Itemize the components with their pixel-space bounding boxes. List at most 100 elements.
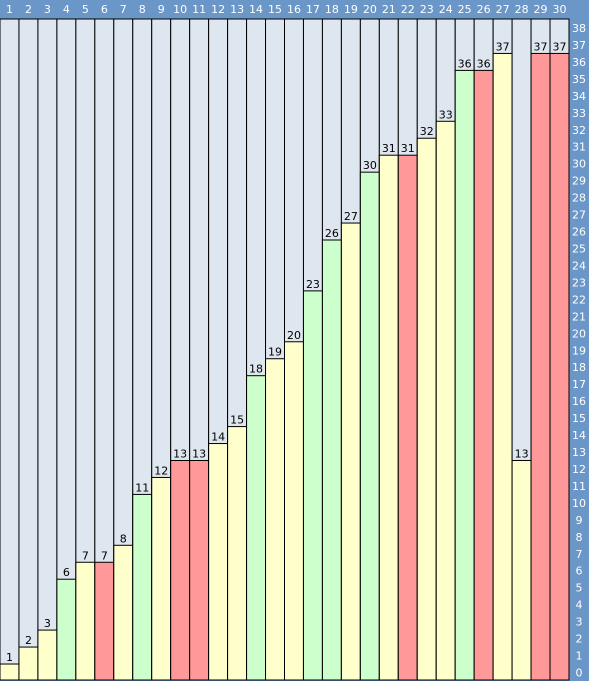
data-label: 26 [325,227,339,240]
y-tick-label: 3 [576,616,583,629]
category-label: 20 [363,3,377,16]
data-label: 30 [363,159,377,172]
data-label: 36 [458,57,472,70]
data-label: 33 [439,108,453,121]
category-label: 14 [249,3,263,16]
bar [454,69,475,681]
y-tick-label: 26 [572,226,586,239]
bar [113,544,134,681]
y-tick-label: 32 [572,124,586,137]
data-label: 20 [287,329,301,342]
data-label: 8 [120,532,127,545]
bar [37,629,58,681]
data-label: 13 [173,447,187,460]
y-tick-label: 24 [572,259,586,272]
y-tick-label: 38 [572,22,586,35]
y-tick-label: 1 [576,650,583,663]
y-tick-label: 37 [572,39,586,52]
data-label: 32 [420,125,434,138]
bar [132,493,153,681]
y-tick-label: 8 [576,531,583,544]
y-tick-label: 23 [572,276,586,289]
category-label: 11 [192,3,206,16]
y-tick-label: 18 [572,361,586,374]
bar [189,459,210,681]
data-label: 7 [101,549,108,562]
column-background [37,18,58,681]
bar [549,52,570,681]
bar [227,426,248,681]
y-tick-label: 22 [572,293,586,306]
bar [340,222,361,681]
category-label: 27 [496,3,510,16]
y-tick-label: 10 [572,497,586,510]
category-label: 16 [287,3,301,16]
category-label: 30 [553,3,567,16]
column-header-row: 1 2 3 4 5 6 7 8 9 10 11 12 13 14 15 16 17 18 19 20 21 22 23 24 2… [6,3,567,16]
y-tick-label: 27 [572,209,586,222]
category-label: 1 [6,3,13,16]
category-label: 17 [306,3,320,16]
bar [416,137,437,681]
bar [435,120,456,681]
bar [321,239,342,681]
bar [473,69,494,681]
y-tick-label: 12 [572,463,586,476]
data-label: 2 [25,634,32,647]
data-label: 3 [44,617,51,630]
data-label: 23 [306,278,320,291]
bar [359,171,380,681]
category-label: 4 [63,3,70,16]
y-tick-label: 36 [572,56,586,69]
category-label: 5 [82,3,89,16]
data-label: 31 [382,142,396,155]
data-label: 19 [268,346,282,359]
y-tick-label: 13 [572,446,586,459]
category-label: 25 [458,3,472,16]
y-tick-label: 30 [572,158,586,171]
y-tick-label: 0 [576,667,583,680]
bar [151,476,172,681]
category-label: 9 [158,3,165,16]
y-tick-label: 14 [572,429,586,442]
category-label: 15 [268,3,282,16]
data-label: 36 [477,57,491,70]
y-tick-label: 6 [576,565,583,578]
bar [0,663,20,681]
column-background [18,18,39,681]
category-label: 23 [420,3,434,16]
y-tick-label: 11 [572,480,586,493]
y-axis: 0123456789101112131415161718192021222324… [572,22,586,680]
bar [170,459,191,681]
bar [18,646,39,681]
category-label: 8 [139,3,146,16]
y-tick-label: 17 [572,378,586,391]
category-label: 22 [401,3,415,16]
data-label: 37 [496,40,510,53]
y-tick-label: 29 [572,175,586,188]
data-label: 14 [211,431,225,444]
category-label: 3 [44,3,51,16]
category-label: 12 [211,3,225,16]
data-label: 31 [401,142,415,155]
y-tick-label: 5 [576,582,583,595]
y-tick-label: 25 [572,242,586,255]
y-tick-label: 4 [576,599,583,612]
category-label: 29 [534,3,548,16]
data-label: 13 [515,447,529,460]
data-label: 11 [135,481,149,494]
y-tick-label: 9 [576,514,583,527]
data-label: 37 [534,40,548,53]
category-label: 6 [101,3,108,16]
bar [75,561,96,681]
bar [94,561,115,681]
category-label: 24 [439,3,453,16]
y-tick-label: 35 [572,73,586,86]
data-label: 12 [154,464,168,477]
column-background [0,18,20,681]
category-label: 7 [120,3,127,16]
data-label: 13 [192,447,206,460]
bar [208,443,229,681]
